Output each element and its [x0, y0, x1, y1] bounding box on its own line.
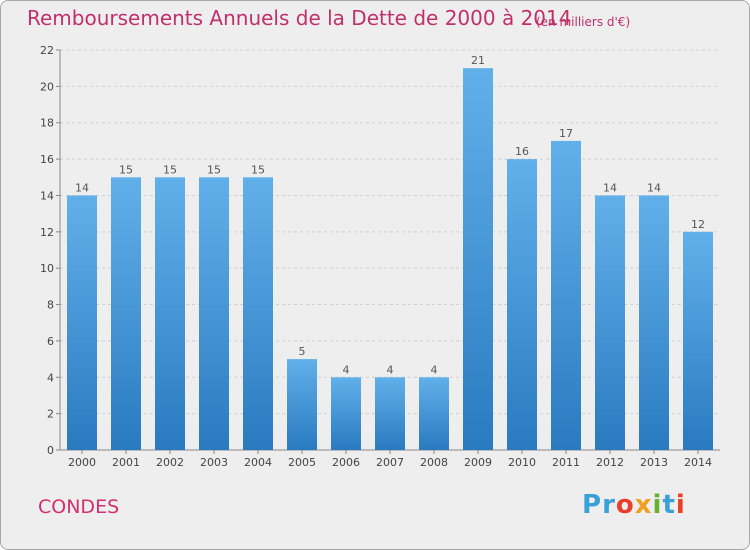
bars [67, 68, 713, 451]
data-label-2013: 14 [647, 181, 661, 194]
data-label-2009: 21 [471, 54, 485, 67]
data-label-2012: 14 [603, 181, 617, 194]
brand-logo: Proxiti [582, 490, 686, 520]
bar-2002 [155, 177, 185, 451]
y-tick-label: 22 [40, 44, 54, 57]
data-label-2003: 15 [207, 163, 221, 176]
bar-2004 [243, 177, 273, 451]
y-tick-label: 14 [40, 189, 54, 202]
bar-2010 [507, 159, 537, 450]
y-tick-label: 4 [47, 371, 54, 384]
data-label-2010: 16 [515, 145, 529, 158]
x-tick-label-2003: 2003 [200, 456, 228, 469]
data-label-2005: 5 [299, 345, 306, 358]
y-tick-label: 12 [40, 226, 54, 239]
y-tick-label: 6 [47, 335, 54, 348]
x-tick-label-2011: 2011 [552, 456, 580, 469]
bar-2007 [375, 377, 405, 450]
data-label-2001: 15 [119, 163, 133, 176]
x-tick-label-2002: 2002 [156, 456, 184, 469]
data-label-2007: 4 [387, 363, 394, 376]
axes: 0 2 4 6 8 10 12 14 16 18 20 22 2000 2001 2002 2003 2004 2… [40, 44, 720, 469]
x-tick-label-2005: 2005 [288, 456, 316, 469]
bar-2005 [287, 359, 317, 450]
bar-2012 [595, 195, 625, 450]
data-label-2008: 4 [431, 363, 438, 376]
data-label-2004: 15 [251, 163, 265, 176]
y-tick-label: 8 [47, 299, 54, 312]
bar-2011 [551, 140, 581, 450]
chart-title: Remboursements Annuels de la Dette de 20… [27, 6, 572, 30]
y-tick-label: 0 [47, 444, 54, 457]
y-tick-label: 20 [40, 80, 54, 93]
bar-2003 [199, 177, 229, 451]
x-tick-label-2004: 2004 [244, 456, 272, 469]
city-name: CONDES [38, 496, 120, 518]
y-tick-label: 10 [40, 262, 54, 275]
x-tick-label-2001: 2001 [112, 456, 140, 469]
bar-2006 [331, 377, 361, 450]
x-tick-label-2010: 2010 [508, 456, 536, 469]
x-tick-label-2008: 2008 [420, 456, 448, 469]
bar-2014 [683, 231, 713, 450]
y-tick-label: 16 [40, 153, 54, 166]
bar-2008 [419, 377, 449, 450]
y-tick-label: 2 [47, 408, 54, 421]
chart-subtitle: (en milliers d'€) [536, 15, 631, 29]
x-tick-label-2006: 2006 [332, 456, 360, 469]
x-tick-label-2007: 2007 [376, 456, 404, 469]
data-labels: 14 15 15 15 15 5 4 4 4 21 16 17 14 14 12 [75, 54, 705, 376]
data-label-2002: 15 [163, 163, 177, 176]
bar-2000 [67, 195, 97, 450]
data-label-2000: 14 [75, 181, 89, 194]
bar-2013 [639, 195, 669, 450]
x-tick-label-2014: 2014 [684, 456, 712, 469]
y-tick-label: 18 [40, 117, 54, 130]
data-label-2006: 4 [343, 363, 350, 376]
x-tick-label-2009: 2009 [464, 456, 492, 469]
bar-2009 [463, 68, 493, 450]
x-tick-label-2012: 2012 [596, 456, 624, 469]
data-label-2011: 17 [559, 127, 573, 140]
data-label-2014: 12 [691, 218, 705, 231]
x-tick-label-2000: 2000 [68, 456, 96, 469]
x-tick-label-2013: 2013 [640, 456, 668, 469]
bar-2001 [111, 177, 141, 451]
